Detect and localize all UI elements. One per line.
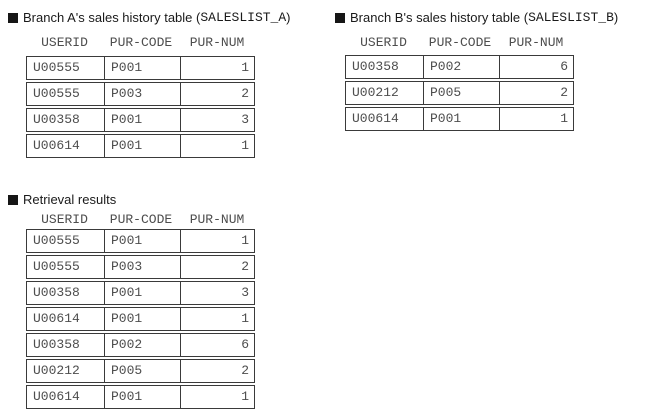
branch-b-table: U00358 P002 6 U00212 P005 2 U00614 P001 1 xyxy=(345,55,574,133)
branch-a-column-headers: USERID PUR-CODE PUR-NUM xyxy=(26,35,255,50)
branch-b-title-suffix: ) xyxy=(613,10,619,25)
retrieval-results-title-text: Retrieval results xyxy=(23,192,117,207)
table-cell: P002 xyxy=(104,334,180,356)
table-row: U00555 P001 1 xyxy=(26,229,255,253)
branch-b-title-text: Branch B's sales history table ( xyxy=(350,10,529,25)
branch-b-title: Branch B's sales history table (SALESLIS… xyxy=(335,10,618,25)
table-cell: 1 xyxy=(180,57,254,79)
table-cell: P001 xyxy=(104,135,180,157)
table-cell: U00555 xyxy=(33,86,80,101)
column-header-userid: USERID xyxy=(41,212,88,227)
table-cell: U00614 xyxy=(33,138,80,153)
table-cell: 2 xyxy=(180,360,254,382)
table-row: U00614 P001 1 xyxy=(345,107,574,131)
table-cell: P003 xyxy=(104,256,180,278)
table-cell: P003 xyxy=(104,83,180,105)
table-cell: U00358 xyxy=(33,285,80,300)
table-cell: 2 xyxy=(180,256,254,278)
table-cell: U00555 xyxy=(33,233,80,248)
bullet-square-icon xyxy=(8,12,18,23)
column-header-userid: USERID xyxy=(41,35,88,50)
table-row: U00212 P005 2 xyxy=(345,81,574,105)
table-cell: P001 xyxy=(104,230,180,252)
table-cell: U00358 xyxy=(33,112,80,127)
table-cell: 1 xyxy=(180,386,254,408)
bullet-square-icon xyxy=(8,194,18,205)
retrieval-results-table: U00555 P001 1 U00555 P003 2 U00358 P001 3 U00614 P… xyxy=(26,229,255,411)
column-header-pur-code: PUR-CODE xyxy=(109,212,173,227)
table-cell: U00212 xyxy=(352,85,399,100)
branch-a-table-code: SALESLIST_A xyxy=(200,10,287,25)
table-cell: U00614 xyxy=(33,311,80,326)
column-header-pur-num: PUR-NUM xyxy=(189,35,245,50)
table-row: U00614 P001 1 xyxy=(26,385,255,409)
table-row: U00555 P001 1 xyxy=(26,56,255,80)
table-row: U00555 P003 2 xyxy=(26,82,255,106)
table-row: U00555 P003 2 xyxy=(26,255,255,279)
branch-b-column-headers: USERID PUR-CODE PUR-NUM xyxy=(345,35,574,50)
table-cell: P001 xyxy=(423,108,499,130)
table-cell: 6 xyxy=(180,334,254,356)
table-cell: U00555 xyxy=(33,259,80,274)
table-cell: P001 xyxy=(104,386,180,408)
table-cell: U00358 xyxy=(33,337,80,352)
table-cell: 1 xyxy=(499,108,573,130)
table-cell: 1 xyxy=(180,135,254,157)
retrieval-results-column-headers: USERID PUR-CODE PUR-NUM xyxy=(26,212,255,227)
column-header-pur-num: PUR-NUM xyxy=(189,212,245,227)
table-cell: 1 xyxy=(180,230,254,252)
branch-a-title-suffix: ) xyxy=(286,10,291,25)
branch-a-table: U00555 P001 1 U00555 P003 2 U00358 P001 3 U00614 P… xyxy=(26,56,255,160)
column-header-pur-code: PUR-CODE xyxy=(109,35,173,50)
branch-a-title-text: Branch A's sales history table ( xyxy=(23,10,201,25)
table-row: U00358 P002 6 xyxy=(26,333,255,357)
table-cell: P002 xyxy=(423,56,499,78)
table-cell: 2 xyxy=(499,82,573,104)
table-cell: U00555 xyxy=(33,60,80,75)
table-row: U00212 P005 2 xyxy=(26,359,255,383)
table-cell: P001 xyxy=(104,282,180,304)
table-row: U00614 P001 1 xyxy=(26,134,255,158)
table-cell: 2 xyxy=(180,83,254,105)
branch-b-table-code: SALESLIST_B xyxy=(528,10,614,25)
column-header-pur-num: PUR-NUM xyxy=(508,35,564,50)
retrieval-results-title: Retrieval results xyxy=(8,192,116,207)
table-cell: P005 xyxy=(423,82,499,104)
table-cell: P001 xyxy=(104,57,180,79)
table-cell: U00212 xyxy=(33,363,80,378)
table-cell: 3 xyxy=(180,282,254,304)
table-cell: U00358 xyxy=(352,59,399,74)
table-row: U00358 P001 3 xyxy=(26,108,255,132)
table-cell: P001 xyxy=(104,109,180,131)
table-cell: P005 xyxy=(104,360,180,382)
column-header-userid: USERID xyxy=(360,35,407,50)
table-cell: P001 xyxy=(104,308,180,330)
table-cell: U00614 xyxy=(352,111,399,126)
table-row: U00614 P001 1 xyxy=(26,307,255,331)
bullet-square-icon xyxy=(335,12,345,23)
branch-a-title: Branch A's sales history table (SALESLIS… xyxy=(8,10,291,25)
table-row: U00358 P001 3 xyxy=(26,281,255,305)
table-cell: 6 xyxy=(499,56,573,78)
table-cell: U00614 xyxy=(33,389,80,404)
table-row: U00358 P002 6 xyxy=(345,55,574,79)
column-header-pur-code: PUR-CODE xyxy=(428,35,492,50)
table-cell: 1 xyxy=(180,308,254,330)
table-cell: 3 xyxy=(180,109,254,131)
